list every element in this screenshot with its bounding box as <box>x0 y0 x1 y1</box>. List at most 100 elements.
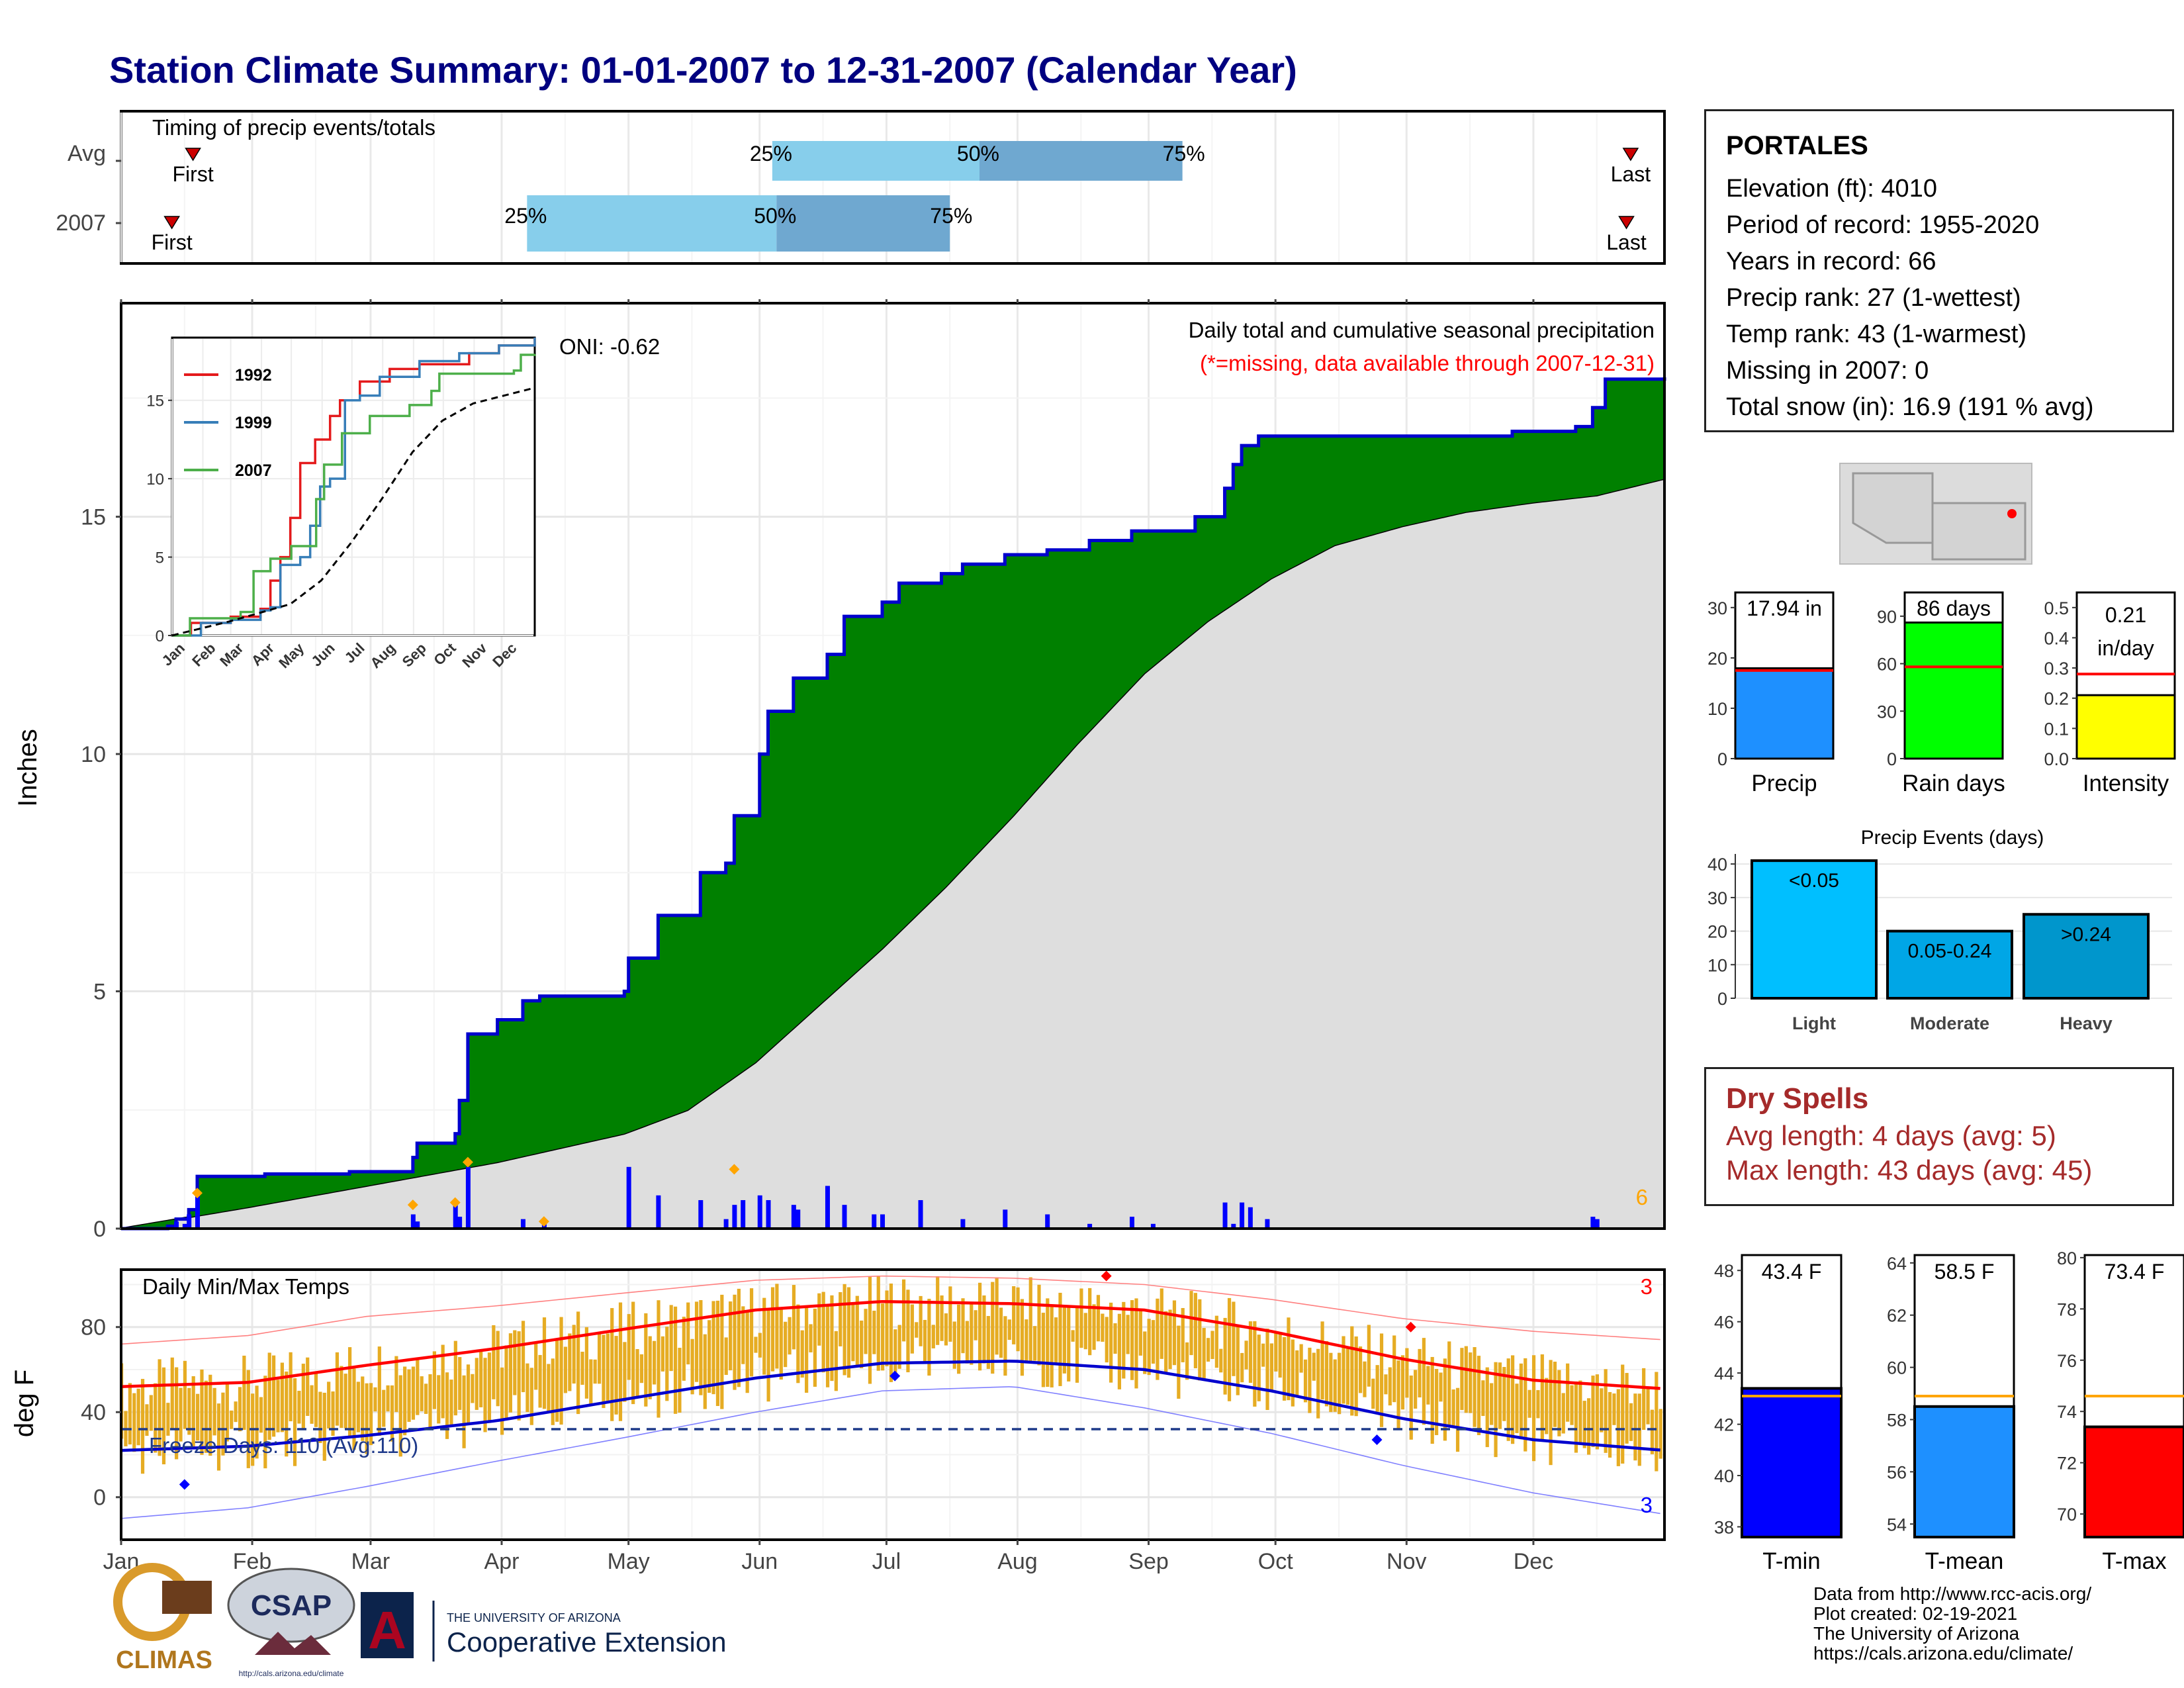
temp-day-bar <box>936 1276 940 1345</box>
temp-day-bar <box>179 1387 183 1442</box>
temp-day-bar <box>263 1376 267 1469</box>
temp-day-bar <box>382 1389 386 1427</box>
temp-day-bar <box>788 1317 792 1355</box>
temp-day-bar <box>1570 1385 1574 1425</box>
temp-day-bar <box>1485 1367 1489 1448</box>
temp-day-bar <box>365 1383 369 1454</box>
summary-bar <box>2075 694 2176 760</box>
temp-day-bar <box>1054 1317 1058 1365</box>
temp-day-bar <box>1481 1380 1485 1417</box>
average-max-line <box>120 1299 1661 1390</box>
temp-day-bar <box>796 1304 800 1383</box>
temp-day-bar <box>602 1335 606 1409</box>
temp-day-bar <box>1046 1298 1050 1387</box>
temp-day-bar <box>1557 1370 1561 1436</box>
snow-count-label: 6 <box>1636 1185 1648 1209</box>
temp-day-bar <box>158 1359 161 1456</box>
temp-day-bar <box>1490 1383 1494 1425</box>
temp-summary-y-tick-label: 60 <box>1887 1358 1907 1378</box>
temp-day-bar <box>534 1343 538 1390</box>
temp-day-bar <box>1540 1354 1544 1440</box>
temp-day-bar <box>669 1305 673 1372</box>
temp-day-bar <box>437 1375 441 1424</box>
timing-marker <box>163 216 181 230</box>
temp-day-bar <box>453 1340 457 1416</box>
events-bar-label: >0.24 <box>2061 923 2111 945</box>
temp-day-bar <box>762 1297 766 1375</box>
temp-summary-y-tick-label: 46 <box>1714 1313 1734 1333</box>
summary-y-tick-label: 0.1 <box>2044 719 2069 739</box>
summary-category-label: Intensity <box>2083 771 2169 796</box>
footer-url: https://cals.arizona.edu/climate/ <box>1813 1643 2073 1664</box>
temp-panel-frame <box>120 1268 1666 1541</box>
temp-day-bar <box>1608 1391 1612 1458</box>
temp-day-bar <box>1338 1352 1342 1415</box>
temp-day-bar <box>686 1302 690 1365</box>
temp-day-bar <box>555 1339 559 1422</box>
snow-diamond <box>407 1199 418 1211</box>
summary-value-label: 17.94 in <box>1747 596 1822 620</box>
daily-precip-bar <box>1222 1202 1228 1229</box>
locator-map <box>1839 463 2032 565</box>
temp-day-bar <box>1316 1348 1320 1419</box>
temp-day-bar <box>749 1288 754 1377</box>
temp-day-bar <box>1143 1331 1147 1374</box>
temp-lines <box>120 1270 1663 1519</box>
temp-summary-y-tick-label: 72 <box>2057 1454 2077 1474</box>
inset-frame <box>171 336 536 637</box>
temp-day-bar <box>1591 1376 1595 1448</box>
daily-precip-bar <box>453 1199 458 1229</box>
temp-summary-y-tick-label: 48 <box>1714 1261 1734 1281</box>
temp-day-bar <box>657 1300 660 1418</box>
temp-day-bar <box>1156 1298 1160 1380</box>
temp-day-bar <box>1342 1336 1345 1404</box>
temp-day-bar <box>471 1374 475 1403</box>
temp-day-bar <box>817 1293 821 1346</box>
temp-day-bar <box>196 1393 200 1441</box>
station-period: Period of record: 1955-2020 <box>1726 211 2040 239</box>
temp-day-bar <box>1329 1352 1333 1413</box>
temp-day-bar <box>306 1357 310 1416</box>
temp-summary-charts: 38 40 42 44 46 48 43.4 F T-min 54 56 58 60 62 64 58.5 … <box>1714 1248 2184 1574</box>
temp-day-bar <box>1600 1388 1604 1432</box>
record-max-count: 3 <box>1641 1274 1653 1299</box>
precip-y-tick-label: 5 <box>93 980 106 1005</box>
temp-day-bar <box>301 1364 305 1429</box>
temp-day-bar <box>779 1307 783 1380</box>
temp-day-bar <box>910 1304 914 1354</box>
temp-day-bar <box>1062 1307 1066 1374</box>
summary-bar <box>1734 667 1835 760</box>
temp-day-bar <box>991 1282 995 1374</box>
temp-day-bar <box>1240 1352 1244 1383</box>
month-tick-label: Oct <box>1258 1549 1293 1574</box>
temp-day-bar <box>855 1295 859 1366</box>
daily-precip-bar <box>1087 1223 1093 1229</box>
uofa-small-text: THE UNIVERSITY OF ARIZONA <box>447 1611 621 1624</box>
temp-day-bar <box>1257 1335 1261 1401</box>
temp-day-bar <box>369 1383 373 1446</box>
timing-pct-label: 25% <box>750 142 792 165</box>
temp-day-bar <box>230 1410 234 1429</box>
temp-day-bar <box>1354 1336 1358 1417</box>
timing-row-label-2007: 2007 <box>56 211 106 236</box>
temp-summary-y-tick-label: 64 <box>1887 1254 1907 1274</box>
daily-precip-bar <box>415 1221 420 1229</box>
events-y-tick-label: 30 <box>1707 888 1727 908</box>
temp-panel-label: Daily Min/Max Temps <box>142 1274 349 1299</box>
temp-day-bar <box>1206 1338 1210 1362</box>
temp-day-bar <box>1616 1389 1620 1466</box>
temp-day-bar <box>1561 1393 1565 1434</box>
timing-pct-label: 75% <box>1163 142 1205 165</box>
timing-marker-label: Last <box>1606 230 1647 254</box>
temp-day-bar <box>1278 1333 1282 1378</box>
month-tick-label: Aug <box>997 1549 1038 1574</box>
temp-day-bar <box>508 1333 512 1413</box>
temp-day-bar <box>331 1391 335 1436</box>
temp-day-bar <box>1189 1291 1193 1356</box>
temp-day-bar <box>297 1391 301 1424</box>
temp-day-bar <box>500 1367 504 1435</box>
temp-summary-y-tick-label: 56 <box>1887 1462 1907 1482</box>
temp-day-bar <box>1168 1309 1172 1370</box>
temp-summary-y-tick-label: 74 <box>2057 1402 2077 1422</box>
temp-day-bar <box>521 1321 525 1393</box>
